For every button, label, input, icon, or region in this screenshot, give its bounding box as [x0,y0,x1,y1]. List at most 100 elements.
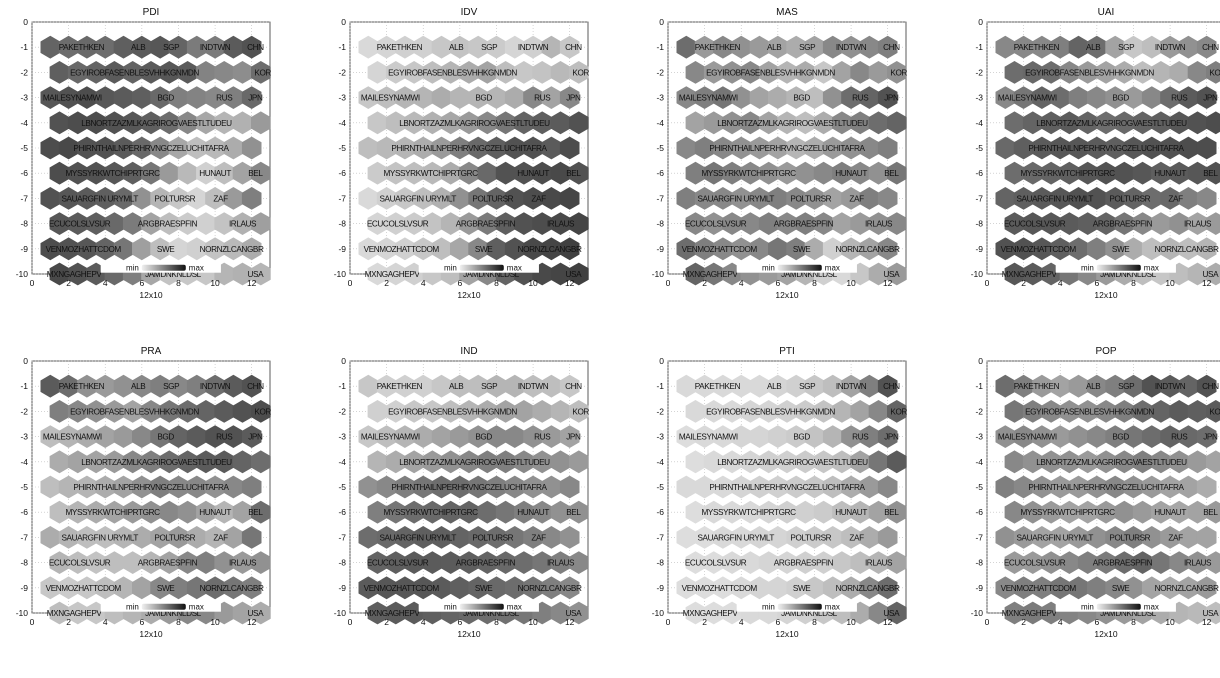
som-cell [241,526,262,549]
som-cell [1068,187,1089,210]
som-cell [205,187,225,210]
som-cell [1206,500,1220,524]
unit-label: SAUARGFIN URYMLT [1016,533,1093,542]
som-cell [1013,35,1034,59]
som-cell [850,500,871,524]
som-cell [495,212,516,235]
som-cell [413,526,434,549]
som-cell [868,212,889,235]
som-cell [404,212,424,235]
unit-label: PHIRNTHAILNPERHRVNGCZELUCHITAFRA [1028,144,1184,153]
unit-label: INDTWN [836,382,867,391]
panel-title: IND [460,346,477,357]
som-cell [841,237,861,261]
som-cell [431,187,452,210]
som-cell [694,526,715,549]
unit-label: CHN [1202,382,1219,391]
unit-label: ECUCOLSLVSUR [49,559,111,568]
som-cell [859,475,880,499]
som-cell [232,61,253,84]
som-cell [367,161,388,185]
x-tick-label: 6 [457,617,462,627]
unit-label: PAKETHKEN [59,43,105,52]
unit-label: ZAF [531,194,546,203]
y-tick-label: -8 [975,219,983,229]
som-cell [477,500,498,524]
som-cell [504,374,525,398]
som-cell [95,526,116,549]
unit-label: SGP [163,382,180,391]
som-cell [1141,576,1162,600]
som-cell [795,111,816,135]
som-cell [95,475,116,499]
som-cell [1032,374,1052,398]
y-tick-label: -6 [656,168,664,178]
som-cell [422,161,443,185]
som-cell [768,576,788,600]
y-tick-label: -1 [20,381,28,391]
unit-label: INDTWN [1155,382,1186,391]
som-cell [1196,425,1217,448]
som-cell [887,500,907,524]
unit-label: POLTURSR [472,194,513,203]
som-cell [40,237,61,261]
y-tick-label: -4 [20,118,28,128]
unit-label: NORNZLCANGBR [1155,245,1219,254]
som-cell [223,576,244,600]
y-tick-label: -4 [975,118,983,128]
som-cell [1087,475,1107,499]
unit-label: MXNGAGHEPV [1002,609,1058,618]
unit-label: JAMDNKNLDSL [463,270,520,279]
som-cell [1050,136,1071,160]
som-cell [186,526,207,549]
som-cell [694,425,715,448]
som-cell [1096,111,1116,135]
som-cell [703,161,724,185]
som-cell [1087,136,1107,160]
unit-label: SAUARGFIN URYMLT [697,533,774,542]
som-cell [786,374,806,398]
som-cell [795,500,816,524]
unit-label: MXNGAGHEPV [365,609,421,618]
som-cell [1022,212,1043,235]
som-cell [740,400,761,423]
y-tick-label: -5 [20,143,28,153]
som-cell [40,576,61,600]
som-cell [196,500,216,524]
x-tick-label: 10 [846,617,856,627]
unit-label: KOR [572,68,589,77]
som-cell [177,500,198,524]
som-cell [67,161,88,185]
som-cell [541,187,562,210]
som-cell [822,237,843,261]
x-tick-label: 4 [739,617,744,627]
som-cell [150,374,170,398]
som-cell [223,425,244,448]
som-cell [1032,86,1052,109]
som-panel-pdi: PDI PAKETHKEN ALB SGP INDTWN CHN EGYIROBFASENB… [0,0,300,339]
som-cell [168,187,189,210]
som-cell [740,450,761,474]
som-cell [1141,35,1162,59]
som-cell [859,187,880,210]
unit-label: LBNORTZAZMLKAGRIROGVAESTLTUDEU [399,119,550,128]
x-tick-label: 0 [985,617,990,627]
som-cell [841,86,861,109]
som-cell [694,86,715,109]
unit-label: NORNZLCANGBR [518,584,582,593]
som-cell [367,601,388,625]
x-tick-label: 8 [812,278,817,288]
som-cell [132,237,152,261]
som-cell [813,212,834,235]
som-cell [486,237,507,261]
som-cell [850,61,871,84]
som-cell [731,425,752,448]
som-cell [1123,237,1144,261]
som-cell [713,136,733,160]
som-cell [822,86,843,109]
som-cell [731,526,752,549]
som-cell [504,475,525,499]
som-cell [1178,237,1199,261]
som-cell [150,237,170,261]
som-cell [1114,212,1135,235]
